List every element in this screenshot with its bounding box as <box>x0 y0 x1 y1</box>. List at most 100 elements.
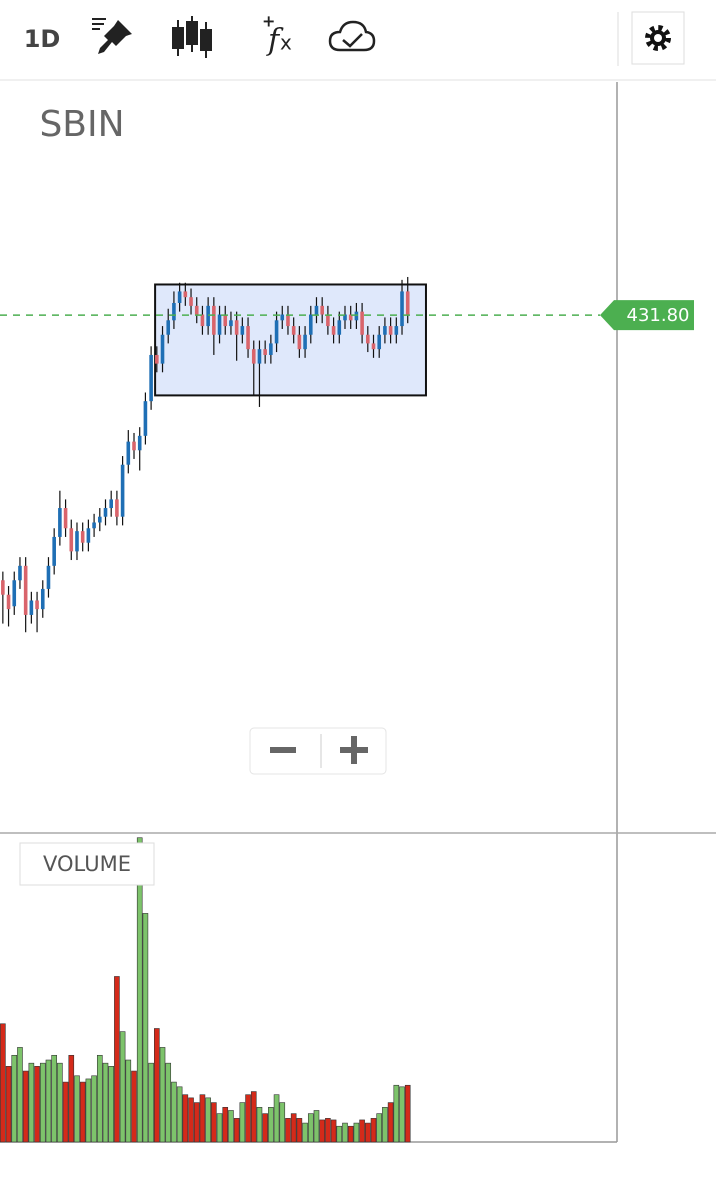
volume-bar <box>165 1062 172 1143</box>
candle-body <box>331 326 336 335</box>
candle-body <box>12 580 17 607</box>
volume-bar <box>296 1118 303 1143</box>
volume-bar <box>370 1118 377 1143</box>
candle-body <box>52 536 56 566</box>
volume-bar <box>17 1047 23 1143</box>
candle-body <box>69 528 74 552</box>
volume-label: VOLUME <box>43 852 131 876</box>
volume-bar <box>279 1102 286 1143</box>
volume-bar <box>136 837 143 1143</box>
volume-bar <box>51 1054 57 1143</box>
volume-bar <box>250 1091 257 1143</box>
candle-body <box>326 314 330 327</box>
candle-body <box>166 320 171 335</box>
candle-body <box>366 334 370 344</box>
candle-body <box>97 516 102 523</box>
candle-body <box>46 565 51 589</box>
volume-bar <box>57 1062 63 1143</box>
cloud-icon[interactable] <box>328 20 376 52</box>
volume-bar <box>108 1066 114 1143</box>
candle-body <box>86 528 91 543</box>
interval-button[interactable]: 1D <box>24 25 61 53</box>
volume-bar <box>154 1028 160 1143</box>
candle-body <box>348 314 353 321</box>
candle-body <box>257 349 262 364</box>
volume-bar <box>188 1097 194 1143</box>
candle-body <box>194 305 199 315</box>
candle-body <box>377 334 382 350</box>
volume-bar <box>399 1086 405 1143</box>
volume-bar <box>62 1081 69 1143</box>
volume-bar <box>222 1107 229 1143</box>
volume-bar <box>45 1059 52 1143</box>
volume-bar <box>245 1094 251 1143</box>
volume-bar <box>239 1102 246 1143</box>
candle-body <box>303 334 307 350</box>
volume-bar <box>359 1119 365 1143</box>
candle-body <box>274 320 279 344</box>
candle-body <box>132 441 136 451</box>
candle-body <box>35 600 39 610</box>
candle-body <box>155 354 159 364</box>
candle-body <box>246 326 250 350</box>
candle-body <box>354 311 359 321</box>
volume-bar <box>216 1113 223 1143</box>
volume-bar <box>302 1122 308 1143</box>
svg-text:+: + <box>262 12 275 31</box>
candle-body <box>6 594 11 610</box>
candle-body <box>126 441 131 465</box>
candle-body <box>269 343 273 355</box>
volume-bar <box>376 1113 383 1143</box>
candle-body <box>1 580 5 595</box>
candle-body <box>189 297 193 306</box>
svg-text:x: x <box>280 31 292 55</box>
candle-body <box>229 320 233 327</box>
candle-body <box>297 334 302 350</box>
zoom-in-button[interactable] <box>340 736 368 764</box>
candle-body <box>103 508 108 517</box>
candle-body <box>394 326 399 335</box>
candle-body <box>383 326 387 335</box>
labels: SBIN VOLUME 431.80 <box>19 100 690 886</box>
indicator-icon[interactable]: + f x <box>262 12 292 59</box>
candle-body <box>206 305 210 327</box>
candle-body <box>75 531 79 552</box>
candle-body <box>388 326 393 335</box>
volume-bar <box>199 1094 206 1143</box>
volume-bar <box>233 1118 240 1143</box>
volume-bar <box>176 1086 183 1143</box>
candle-body <box>320 305 324 315</box>
title-box <box>20 100 146 150</box>
candle-body <box>308 314 313 335</box>
candle-body <box>80 531 85 543</box>
volume-bar <box>39 1062 46 1143</box>
volume-label-box <box>19 842 155 886</box>
chart-title: SBIN <box>39 104 124 145</box>
volume-bar <box>342 1122 348 1143</box>
volume-bar <box>387 1102 394 1143</box>
pin-icon[interactable] <box>92 18 132 54</box>
volume-bar <box>131 1070 137 1143</box>
last-price-tag <box>600 300 694 331</box>
volume-bar <box>404 1084 411 1143</box>
toolbar <box>0 0 716 80</box>
candle-body <box>115 499 119 517</box>
volume-bar <box>382 1107 388 1143</box>
candle-body <box>400 291 404 327</box>
volume-bar <box>5 1066 12 1143</box>
last-price-label: 431.80 <box>627 305 690 326</box>
candle-body <box>172 302 176 321</box>
candle-body <box>343 314 347 321</box>
candle-body <box>200 314 205 327</box>
volume-bar <box>211 1102 217 1143</box>
volume-bar <box>262 1113 268 1143</box>
candle-body <box>212 305 216 335</box>
volume-bar <box>119 1031 126 1143</box>
volume-bar <box>273 1094 280 1143</box>
volume-bar <box>319 1119 325 1143</box>
volume-bar <box>68 1054 75 1143</box>
candle-icon[interactable] <box>172 16 212 58</box>
settings-button[interactable] <box>631 11 685 65</box>
candle-body <box>149 354 153 402</box>
zoom-out-button[interactable] <box>270 747 296 753</box>
